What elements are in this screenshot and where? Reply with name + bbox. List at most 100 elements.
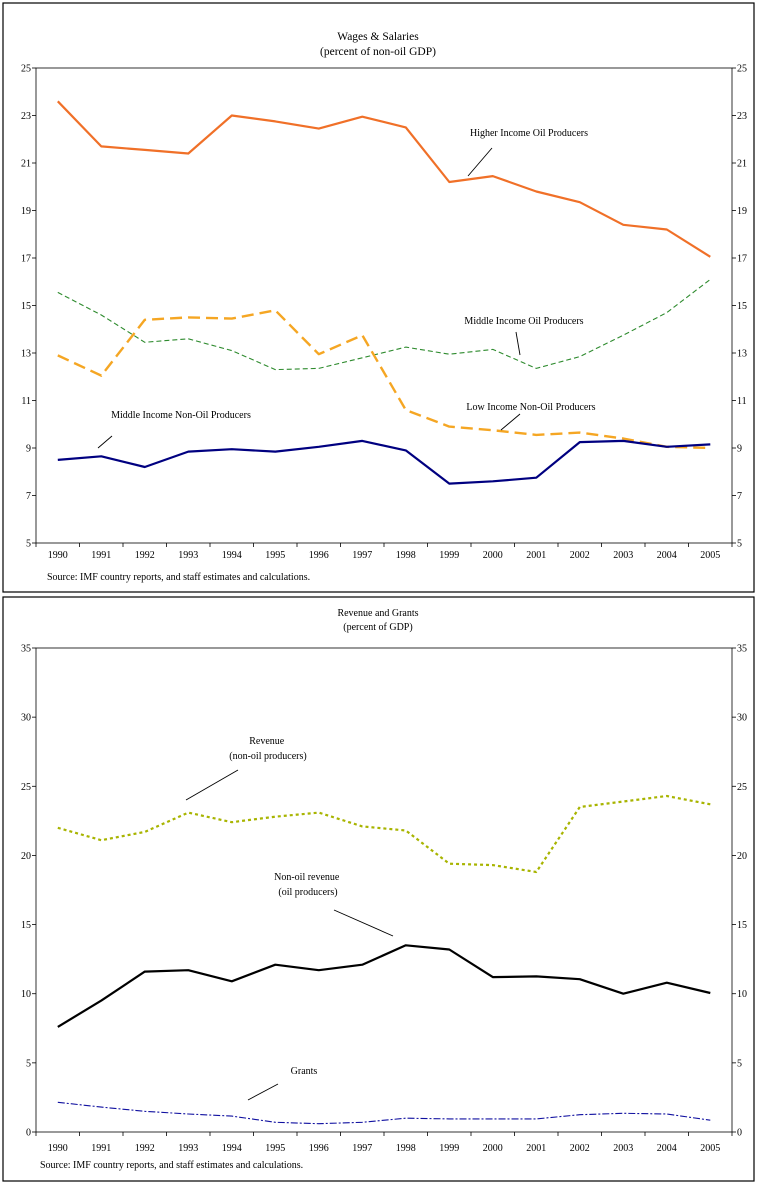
y-tick-label-right: 19: [737, 206, 747, 217]
x-tick-label: 1999: [439, 1143, 459, 1154]
y-tick-label-right: 10: [737, 989, 747, 1000]
label-non-oil-revenue: Non-oil revenue (oil producers): [274, 872, 342, 898]
y-axis-right: 5 7 9 11 13 15 17 19 21 23 25: [732, 64, 747, 550]
label-grants: Grants: [291, 1066, 318, 1077]
source-note: Source: IMF country reports, and staff e…: [47, 572, 310, 583]
y-tick-label: 25: [21, 782, 31, 793]
series-line-higher-income-oil-producers: [57, 100, 711, 258]
y-tick-label-right: 25: [737, 64, 747, 75]
x-tick-label: 2004: [657, 550, 677, 561]
x-tick-label: 2005: [700, 1143, 720, 1154]
y-tick-label-right: 25: [737, 782, 747, 793]
y-tick-label: 20: [21, 851, 31, 862]
y-tick-label: 0: [26, 1128, 31, 1139]
x-tick-label: 2005: [700, 550, 720, 561]
y-tick-label-right: 23: [737, 111, 747, 122]
y-tick-label: 30: [21, 713, 31, 724]
x-tick-label: 1991: [91, 1143, 111, 1154]
y-tick-label: 25: [21, 64, 31, 75]
y-axis-right: 0 5 10 15 20 25 30 35: [732, 644, 747, 1139]
y-tick-label-right: 30: [737, 713, 747, 724]
chart-subtitle: (percent of non-oil GDP): [320, 46, 436, 58]
x-tick-label: 1993: [178, 550, 198, 561]
chart-title: Wages & Salaries: [337, 31, 419, 43]
x-tick-label: 2000: [483, 1143, 503, 1154]
y-tick-label-right: 13: [737, 349, 747, 360]
y-tick-label-right: 17: [737, 254, 747, 265]
x-tick-label: 1994: [222, 1143, 242, 1154]
label-higher-income-oil: Higher Income Oil Producers: [470, 128, 588, 139]
y-axis-left: 5 7 9 11 13 15 17 19 21 23 25: [21, 64, 36, 550]
x-tick-label: 2000: [483, 550, 503, 561]
y-tick-label: 19: [21, 206, 31, 217]
x-tick-label: 1998: [396, 1143, 416, 1154]
x-tick-label: 1992: [135, 1143, 155, 1154]
revenue-grants-chart: Revenue and Grants (percent of GDP) 0 5 10…: [2, 596, 755, 1182]
x-tick-label: 1995: [265, 550, 285, 561]
y-tick-label: 5: [26, 539, 31, 550]
y-tick-label: 21: [21, 159, 31, 170]
x-tick-label: 2002: [570, 550, 590, 561]
y-tick-label-right: 7: [737, 491, 742, 502]
y-tick-label: 10: [21, 989, 31, 1000]
y-tick-label: 23: [21, 111, 31, 122]
x-tick-label: 1998: [396, 550, 416, 561]
x-tick-label: 2003: [613, 1143, 633, 1154]
series-line-grants: [57, 1101, 711, 1125]
y-tick-label-right: 9: [737, 444, 742, 455]
series-line-middle-income-oil-producers: [57, 278, 711, 371]
label-middle-income-oil: Middle Income Oil Producers: [464, 316, 583, 327]
y-tick-label-right: 35: [737, 644, 747, 655]
y-tick-label-right: 0: [737, 1128, 742, 1139]
series-layer: [57, 794, 711, 1125]
y-tick-label-right: 11: [737, 396, 747, 407]
series-line-low-income-non-oil-producers: [57, 309, 711, 450]
x-tick-label: 1995: [265, 1143, 285, 1154]
chart-border: [2, 2, 755, 593]
x-tick-label: 1996: [309, 1143, 329, 1154]
series-line-non-oil-revenue-oil-producers: [57, 944, 711, 1028]
y-axis-left: 0 5 10 15 20 25 30 35: [21, 644, 36, 1139]
chart-subtitle: (percent of GDP): [343, 622, 412, 633]
series-line-revenue-non-oil-producers: [57, 794, 711, 874]
x-tick-label: 2001: [526, 1143, 546, 1154]
x-tick-label: 2001: [526, 550, 546, 561]
y-tick-label: 9: [26, 444, 31, 455]
x-tick-label: 2002: [570, 1143, 590, 1154]
y-tick-label: 15: [21, 301, 31, 312]
x-tick-label: 1991: [91, 550, 111, 561]
x-tick-label: 1994: [222, 550, 242, 561]
leader-line: [185, 769, 239, 801]
series-line-middle-income-non-oil-producers: [57, 439, 711, 485]
plot-area: [35, 67, 733, 544]
series-layer: [57, 100, 711, 485]
x-tick-label: 1990: [48, 1143, 68, 1154]
y-tick-label: 17: [21, 254, 31, 265]
y-tick-label: 5: [26, 1058, 31, 1069]
x-tick-label: 2004: [657, 1143, 677, 1154]
plot-area: [35, 647, 733, 1133]
y-tick-label: 35: [21, 644, 31, 655]
leader-line: [333, 909, 394, 937]
leader-line: [97, 435, 113, 449]
y-tick-label: 11: [21, 396, 31, 407]
x-axis: 1990 1991 1992 1993 1994 1995 1996 1997 1998 1999…: [35, 543, 733, 561]
label-line: Non-oil revenue: [274, 872, 340, 883]
chart-title: Revenue and Grants: [337, 608, 418, 619]
leader-line: [247, 1083, 279, 1101]
y-tick-label-right: 5: [737, 539, 742, 550]
y-tick-label-right: 20: [737, 851, 747, 862]
x-tick-label: 1993: [178, 1143, 198, 1154]
label-line: (non-oil producers): [229, 751, 306, 762]
label-middle-income-non-oil: Middle Income Non-Oil Producers: [111, 410, 251, 421]
x-tick-label: 1997: [352, 1143, 372, 1154]
label-low-income-non-oil: Low Income Non-Oil Producers: [466, 402, 595, 413]
x-tick-label: 1992: [135, 550, 155, 561]
label-revenue: Revenue (non-oil producers): [229, 736, 306, 762]
label-line: (oil producers): [278, 887, 337, 898]
chart-border: [2, 596, 755, 1182]
x-tick-label: 2003: [613, 550, 633, 561]
x-axis: 1990 1991 1992 1993 1994 1995 1996 1997 1998 1999…: [35, 1132, 733, 1154]
label-line: Revenue: [249, 736, 285, 747]
